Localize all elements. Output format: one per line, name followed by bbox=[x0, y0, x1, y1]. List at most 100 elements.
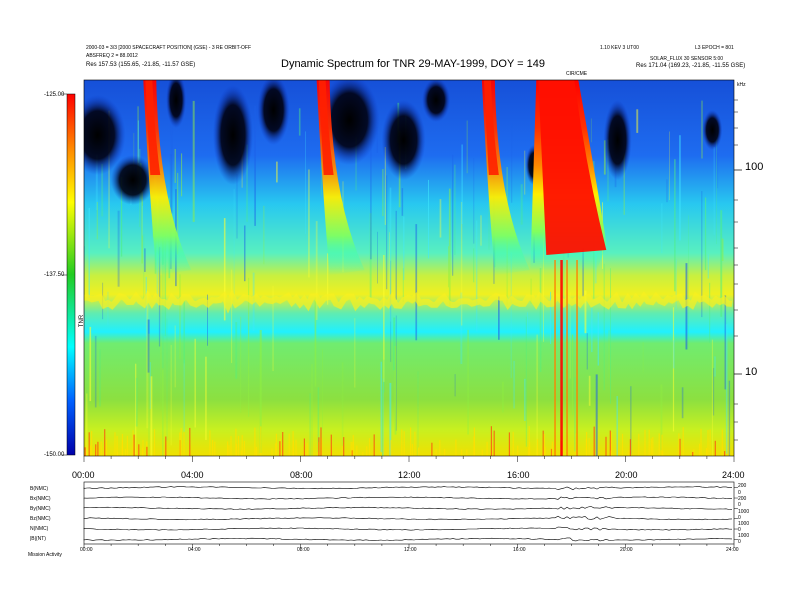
low-freq-spike bbox=[698, 443, 701, 456]
stack-footer: Mission Activity bbox=[28, 552, 62, 558]
burst-spike bbox=[560, 260, 563, 456]
low-freq-spike bbox=[455, 439, 457, 456]
low-freq-spike bbox=[662, 451, 664, 456]
spectrum-stripe bbox=[574, 377, 576, 452]
low-freq-spike bbox=[275, 433, 277, 456]
spectrum-stripe bbox=[571, 334, 574, 415]
spectrum-stripe bbox=[711, 339, 713, 456]
low-freq-spike bbox=[435, 448, 437, 456]
spectrum-stripe bbox=[308, 169, 310, 278]
quiet-region bbox=[84, 95, 126, 175]
low-freq-spike bbox=[227, 441, 229, 456]
spectrum-stripe bbox=[254, 105, 256, 226]
low-freq-spike bbox=[330, 434, 332, 456]
spectrum-stripe bbox=[401, 188, 404, 216]
stack-right-0a: 200 bbox=[738, 483, 747, 489]
spectrum-stripe bbox=[376, 127, 378, 153]
spectrum-stripe bbox=[383, 359, 385, 393]
spectrum-stripe bbox=[170, 103, 173, 214]
spectrum-stripe bbox=[143, 234, 145, 300]
spectrum-stripe bbox=[536, 334, 538, 456]
spectrum-stripe bbox=[235, 322, 238, 379]
spectrum-stripe bbox=[386, 175, 388, 290]
quiet-region bbox=[702, 110, 723, 150]
spectrum-stripe bbox=[236, 173, 238, 239]
low-freq-spike bbox=[165, 436, 167, 456]
low-freq-spike bbox=[551, 441, 553, 456]
low-freq-spike bbox=[706, 448, 708, 456]
spectrum-stripe bbox=[117, 210, 120, 287]
colorbar-tick-min: -150.00 bbox=[44, 452, 65, 458]
low-freq-spike bbox=[235, 428, 237, 456]
spectrum-stripe bbox=[720, 210, 723, 317]
spectrum-stripe bbox=[263, 205, 265, 265]
spectrum-stripe bbox=[452, 154, 454, 276]
spectrum-stripe bbox=[166, 318, 168, 441]
low-freq-spike bbox=[652, 437, 654, 456]
spectrum-stripe bbox=[473, 157, 475, 244]
low-freq-spike bbox=[724, 451, 726, 456]
low-freq-spike bbox=[104, 429, 106, 456]
stack-right-4b: 0 bbox=[738, 539, 741, 545]
spectrum-stripe bbox=[183, 359, 185, 432]
spectrum-stripe bbox=[630, 386, 632, 455]
low-freq-spike bbox=[529, 442, 531, 456]
spectrum-stripe bbox=[562, 247, 565, 383]
low-freq-spike bbox=[341, 445, 343, 456]
low-freq-spike bbox=[121, 440, 123, 456]
low-freq-spike bbox=[682, 427, 684, 456]
spectrum-stripe bbox=[94, 335, 97, 408]
time-tick-2000: 20:00 bbox=[615, 470, 638, 480]
stack-label-1: Bx(NMC) bbox=[30, 496, 51, 502]
spectrum-stripe bbox=[524, 378, 526, 421]
spectrum-stripe bbox=[669, 131, 670, 201]
low-freq-spike bbox=[366, 446, 368, 456]
time-tick-1200: 12:00 bbox=[398, 470, 421, 480]
low-freq-spike bbox=[89, 445, 92, 456]
spectrum-stripe bbox=[511, 123, 513, 203]
low-freq-spike bbox=[368, 438, 371, 456]
low-freq-spike bbox=[550, 448, 553, 456]
low-freq-spike bbox=[486, 441, 488, 456]
low-freq-spike bbox=[279, 441, 281, 456]
spectrum-stripe bbox=[550, 291, 552, 344]
time-tick-2400: 24:00 bbox=[722, 470, 745, 480]
stack-label-4: N(NMC) bbox=[30, 526, 49, 532]
spectrum-stripe bbox=[146, 291, 149, 429]
stack-time-tick-3: 12:00 bbox=[404, 547, 417, 553]
freq-axis-unit: kHz bbox=[737, 82, 746, 88]
stack-trace bbox=[83, 506, 733, 510]
low-freq-spike bbox=[528, 426, 530, 456]
spectrum-stripe bbox=[231, 269, 233, 363]
burst-spike bbox=[566, 260, 568, 456]
spectrum-stripe bbox=[701, 100, 703, 159]
spectrum-stripe bbox=[674, 159, 676, 292]
spectrum-stripe bbox=[448, 246, 449, 288]
spectrum-stripe bbox=[327, 253, 329, 305]
spectrum-stripe bbox=[382, 169, 384, 217]
low-freq-spike bbox=[189, 427, 191, 456]
low-freq-spike bbox=[362, 451, 364, 456]
spectrum-stripe bbox=[584, 290, 587, 334]
spectrum-stripe bbox=[99, 349, 101, 407]
spectrum-stripe bbox=[177, 172, 179, 255]
spectrum-stripe bbox=[377, 231, 378, 284]
spectrum-stripe bbox=[610, 268, 611, 404]
low-freq-spike bbox=[241, 435, 243, 456]
spectrum-stripe bbox=[403, 216, 405, 280]
spectrum-stripe bbox=[88, 207, 90, 299]
spectrum-stripe bbox=[108, 110, 110, 249]
stack-right-3b: 0 bbox=[738, 527, 741, 533]
spectrum-stripe bbox=[141, 191, 143, 264]
spectrum-stripe bbox=[395, 315, 397, 431]
low-freq-spike bbox=[610, 431, 612, 456]
spectrum-stripe bbox=[543, 234, 544, 342]
spectrum-stripe bbox=[354, 318, 356, 388]
stack-trace bbox=[83, 515, 733, 521]
colorbar bbox=[66, 93, 76, 456]
low-freq-spike bbox=[84, 447, 86, 456]
low-freq-spike bbox=[318, 437, 320, 456]
spectrum-stripe bbox=[460, 202, 463, 326]
low-freq-spike bbox=[542, 430, 544, 456]
low-freq-spike bbox=[228, 445, 230, 456]
